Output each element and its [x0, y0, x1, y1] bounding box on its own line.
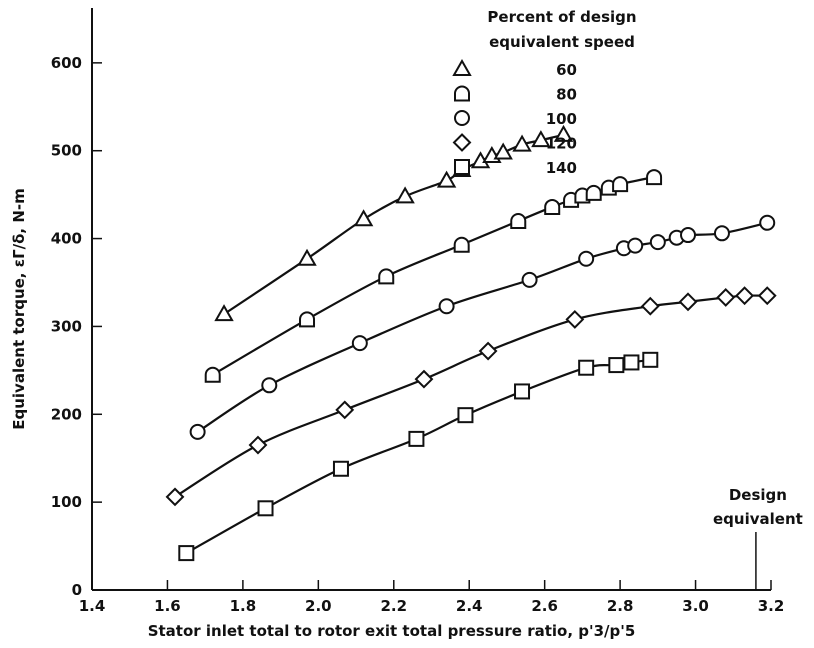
data-point-80 [378, 268, 395, 285]
series-line-140 [185, 358, 651, 555]
legend-marker-120 [452, 133, 472, 152]
data-point-100 [261, 377, 278, 394]
data-point-60 [512, 134, 532, 152]
y-tick-label: 0 [72, 581, 82, 599]
x-axis-title: Stator inlet total to rotor exit total p… [148, 622, 636, 640]
data-point-100 [713, 225, 730, 242]
x-tick-label: 1.4 [79, 597, 106, 615]
data-point-140 [408, 430, 425, 447]
data-point-80 [299, 311, 316, 328]
data-point-140 [257, 500, 274, 517]
series-120 [165, 286, 777, 507]
data-point-100 [189, 423, 206, 440]
legend-label-80: 80 [556, 86, 577, 104]
data-point-60 [395, 186, 415, 204]
data-point-60 [553, 124, 574, 142]
series-80 [204, 169, 663, 383]
axes [91, 8, 771, 591]
series-layer [165, 124, 777, 562]
data-point-140 [608, 357, 625, 374]
legend-items: 60 80 100 120 140 [452, 58, 577, 177]
data-point-120 [716, 288, 736, 307]
y-tick-label: 200 [51, 405, 82, 423]
data-point-60 [493, 142, 513, 160]
x-tick-label: 2.0 [305, 597, 332, 615]
legend-label-100: 100 [546, 110, 577, 128]
data-point-60 [353, 209, 374, 227]
data-point-120 [565, 309, 585, 329]
data-point-120 [478, 341, 498, 361]
data-point-60 [531, 130, 551, 148]
legend-marker-60 [452, 58, 472, 76]
series-line-120 [174, 294, 768, 498]
data-point-120 [335, 400, 355, 420]
data-point-80 [510, 213, 527, 229]
data-point-120 [414, 369, 434, 389]
y-tick-label: 500 [51, 142, 82, 160]
data-point-100 [680, 227, 697, 244]
data-point-100 [351, 335, 368, 352]
data-point-120 [735, 286, 755, 306]
data-point-100 [627, 237, 644, 254]
legend-marker-140 [454, 159, 470, 175]
data-point-60 [214, 304, 234, 322]
x-tick-label: 3.2 [758, 597, 785, 615]
design-annotation: Design equivalent [713, 486, 803, 590]
series-line-100 [197, 221, 768, 433]
data-point-120 [640, 296, 660, 316]
data-point-80 [544, 198, 561, 215]
data-point-80 [453, 236, 470, 253]
x-tick-label: 3.0 [682, 597, 709, 615]
data-point-100 [521, 271, 538, 288]
data-point-60 [436, 170, 457, 188]
data-point-140 [457, 407, 474, 424]
data-point-120 [678, 292, 698, 312]
x-tick-label: 2.2 [380, 597, 407, 615]
legend-title-line2: equivalent speed [489, 33, 635, 51]
design-annotation-line2: equivalent [713, 510, 803, 528]
series-100 [189, 214, 776, 440]
data-point-120 [248, 435, 268, 455]
legend-title-line1: Percent of design [487, 8, 636, 26]
legend-label-60: 60 [556, 61, 577, 79]
y-ticks: 0 100 200 300 400 500 600 [51, 54, 102, 599]
legend-label-120: 120 [546, 135, 577, 153]
design-annotation-line1: Design [729, 486, 787, 504]
data-point-100 [578, 250, 595, 267]
data-point-140 [332, 460, 349, 477]
data-point-80 [585, 184, 602, 201]
y-tick-label: 300 [51, 317, 82, 335]
x-ticks: 1.4 1.6 1.8 2.0 2.2 2.4 2.6 2.8 3.0 3.2 [79, 580, 785, 615]
x-tick-label: 2.6 [531, 597, 558, 615]
data-point-140 [578, 359, 595, 376]
data-point-80 [646, 169, 663, 186]
y-tick-label: 600 [51, 54, 82, 72]
y-tick-label: 400 [51, 230, 82, 248]
series-line-80 [212, 175, 655, 376]
data-point-80 [204, 366, 221, 383]
y-tick-label: 100 [51, 493, 82, 511]
legend: Percent of design equivalent speed 60 80 1… [452, 8, 637, 177]
x-tick-label: 1.8 [230, 597, 257, 615]
legend-marker-100 [454, 110, 470, 126]
data-point-80 [612, 176, 629, 193]
data-point-140 [642, 351, 659, 368]
data-point-120 [165, 487, 185, 507]
data-point-60 [297, 248, 317, 266]
x-tick-label: 2.8 [607, 597, 634, 615]
legend-label-140: 140 [546, 159, 577, 177]
data-point-100 [649, 234, 666, 251]
x-tick-label: 2.4 [456, 597, 483, 615]
data-point-140 [623, 354, 640, 371]
x-tick-label: 1.6 [154, 597, 181, 615]
series-140 [178, 351, 659, 562]
y-axis-title: Equivalent torque, εΓ/δ, N-m [10, 188, 28, 430]
data-point-120 [757, 286, 777, 306]
legend-marker-80 [454, 85, 470, 102]
data-point-100 [759, 214, 776, 231]
data-point-140 [514, 383, 531, 400]
data-point-100 [438, 298, 455, 315]
data-point-140 [178, 545, 195, 562]
